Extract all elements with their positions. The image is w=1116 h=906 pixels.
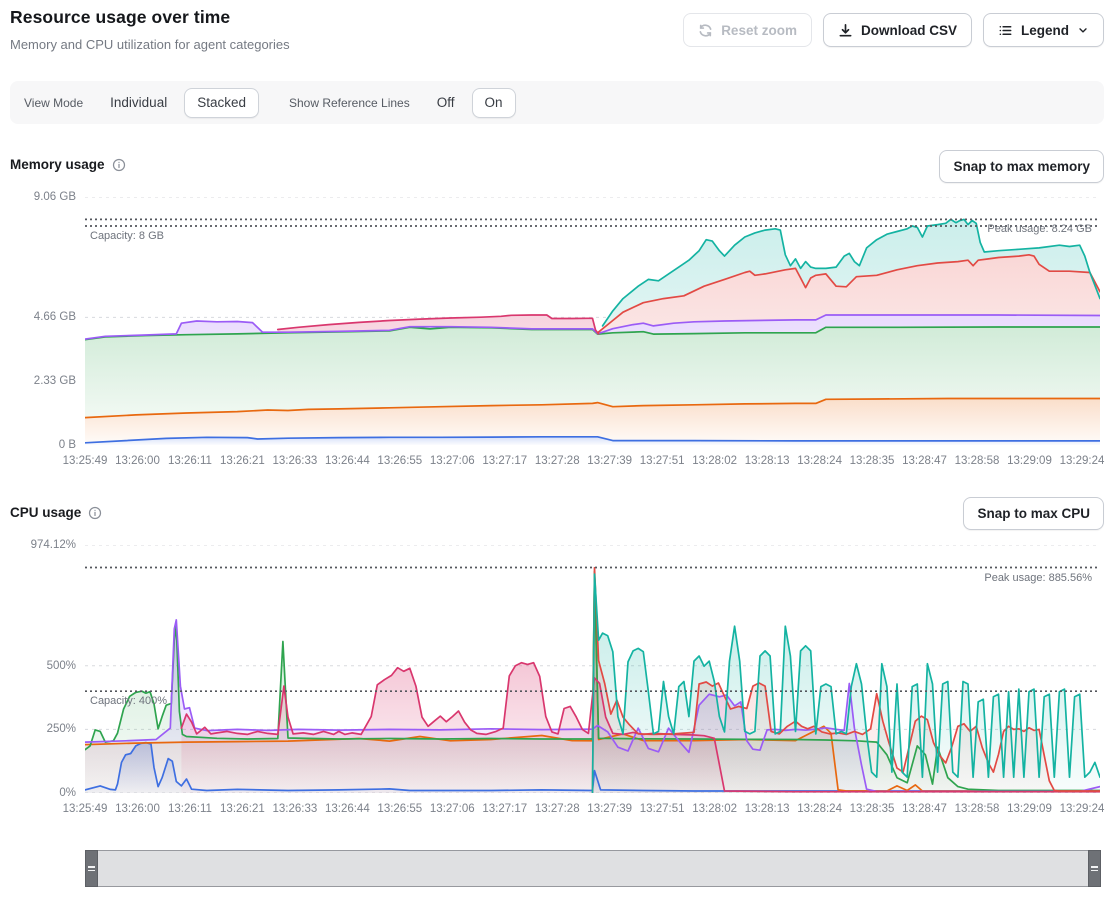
download-csv-label: Download CSV: [861, 23, 957, 38]
x-tick-label: 13:28:58: [955, 455, 1000, 467]
x-tick-label: 13:29:09: [1007, 803, 1052, 815]
snap-to-max-cpu-button[interactable]: Snap to max CPU: [963, 497, 1104, 530]
y-tick-label: 9.06 GB: [0, 191, 76, 203]
x-tick-label: 13:26:00: [115, 455, 160, 467]
memory-plot[interactable]: [85, 197, 1100, 445]
resource-usage-page: Resource usage over time Memory and CPU …: [0, 0, 1116, 906]
reset-zoom-button[interactable]: Reset zoom: [683, 13, 812, 47]
y-tick-label: 4.66 GB: [0, 311, 76, 323]
x-tick-label: 13:26:21: [220, 803, 265, 815]
y-tick-label: 250%: [0, 723, 76, 735]
page-title: Resource usage over time: [10, 7, 230, 28]
x-tick-label: 13:27:06: [430, 455, 475, 467]
x-tick-label: 13:27:51: [640, 455, 685, 467]
view-mode-label: View Mode: [24, 96, 83, 110]
x-tick-label: 13:27:28: [535, 455, 580, 467]
reset-icon: [698, 23, 713, 38]
x-tick-label: 13:29:24: [1060, 803, 1105, 815]
legend-list-icon: [998, 23, 1013, 38]
x-tick-label: 13:26:11: [168, 803, 212, 815]
cpu-section-title: CPU usage: [10, 505, 102, 520]
x-tick-label: 13:29:09: [1007, 455, 1052, 467]
x-tick-label: 13:28:02: [692, 803, 737, 815]
reference-lines-on[interactable]: On: [472, 88, 516, 118]
x-tick-label: 13:27:17: [482, 803, 527, 815]
x-tick-label: 13:26:33: [272, 803, 317, 815]
x-tick-label: 13:28:47: [902, 803, 947, 815]
time-range-brush[interactable]: [85, 850, 1101, 887]
brush-handle-right[interactable]: [1088, 850, 1101, 887]
x-tick-label: 13:25:49: [63, 455, 108, 467]
y-tick-label: 0%: [0, 787, 76, 799]
cpu-title-text: CPU usage: [10, 505, 81, 520]
show-reference-lines-label: Show Reference Lines: [289, 96, 410, 110]
reference-lines-segment: Off On: [424, 88, 516, 118]
chevron-down-icon: [1077, 24, 1089, 36]
reference-line-label: Peak usage: 8.24 GB: [987, 223, 1092, 235]
toolbar: Reset zoom Download CSV Legend: [683, 13, 1104, 47]
download-csv-button[interactable]: Download CSV: [823, 13, 972, 47]
x-tick-label: 13:26:55: [377, 803, 422, 815]
x-tick-label: 13:28:58: [955, 803, 1000, 815]
brush-handle-left[interactable]: [85, 850, 98, 887]
y-tick-label: 0 B: [0, 439, 76, 451]
x-tick-label: 13:26:44: [325, 455, 370, 467]
x-tick-label: 13:27:51: [640, 803, 685, 815]
y-tick-label: 974.12%: [0, 539, 76, 551]
memory-info-icon[interactable]: [112, 158, 126, 172]
view-mode-segment: Individual Stacked: [97, 88, 259, 118]
y-tick-label: 2.33 GB: [0, 375, 76, 387]
memory-title-text: Memory usage: [10, 157, 105, 172]
page-subtitle: Memory and CPU utilization for agent cat…: [10, 37, 290, 52]
memory-x-axis: 13:25:4913:26:0013:26:1113:26:2113:26:33…: [85, 455, 1100, 471]
cpu-chart[interactable]: Capacity: 400%Peak usage: 885.56%974.12%…: [0, 545, 1116, 793]
snap-to-max-memory-button[interactable]: Snap to max memory: [939, 150, 1104, 183]
x-tick-label: 13:28:02: [692, 455, 737, 467]
cpu-x-axis: 13:25:4913:26:0013:26:1113:26:2113:26:33…: [85, 803, 1100, 819]
reference-line-label: Capacity: 8 GB: [90, 230, 164, 242]
legend-label: Legend: [1021, 23, 1069, 38]
x-tick-label: 13:28:13: [745, 455, 790, 467]
x-tick-label: 13:27:39: [587, 455, 632, 467]
x-tick-label: 13:27:17: [482, 455, 527, 467]
memory-section-title: Memory usage: [10, 157, 126, 172]
x-tick-label: 13:28:24: [797, 455, 842, 467]
x-tick-label: 13:26:55: [377, 455, 422, 467]
x-tick-label: 13:26:44: [325, 803, 370, 815]
x-tick-label: 13:26:21: [220, 455, 265, 467]
x-tick-label: 13:26:00: [115, 803, 160, 815]
x-tick-label: 13:26:33: [272, 455, 317, 467]
x-tick-label: 13:25:49: [63, 803, 108, 815]
y-tick-label: 500%: [0, 660, 76, 672]
x-tick-label: 13:26:11: [168, 455, 212, 467]
reset-zoom-label: Reset zoom: [721, 23, 797, 38]
x-tick-label: 13:27:06: [430, 803, 475, 815]
cpu-info-icon[interactable]: [88, 506, 102, 520]
controls-bar: View Mode Individual Stacked Show Refere…: [10, 81, 1104, 124]
x-tick-label: 13:28:35: [850, 803, 895, 815]
legend-button[interactable]: Legend: [983, 13, 1104, 47]
reference-line-label: Peak usage: 885.56%: [984, 572, 1092, 584]
x-tick-label: 13:29:24: [1060, 455, 1105, 467]
view-mode-stacked[interactable]: Stacked: [184, 88, 259, 118]
memory-chart[interactable]: Capacity: 8 GBPeak usage: 8.24 GB9.06 GB…: [0, 197, 1116, 445]
cpu-plot[interactable]: [85, 545, 1100, 793]
x-tick-label: 13:27:28: [535, 803, 580, 815]
x-tick-label: 13:27:39: [587, 803, 632, 815]
reference-lines-off[interactable]: Off: [424, 88, 468, 118]
view-mode-individual[interactable]: Individual: [97, 88, 180, 118]
x-tick-label: 13:28:24: [797, 803, 842, 815]
x-tick-label: 13:28:47: [902, 455, 947, 467]
reference-line-label: Capacity: 400%: [90, 695, 167, 707]
x-tick-label: 13:28:35: [850, 455, 895, 467]
x-tick-label: 13:28:13: [745, 803, 790, 815]
download-icon: [838, 23, 853, 38]
